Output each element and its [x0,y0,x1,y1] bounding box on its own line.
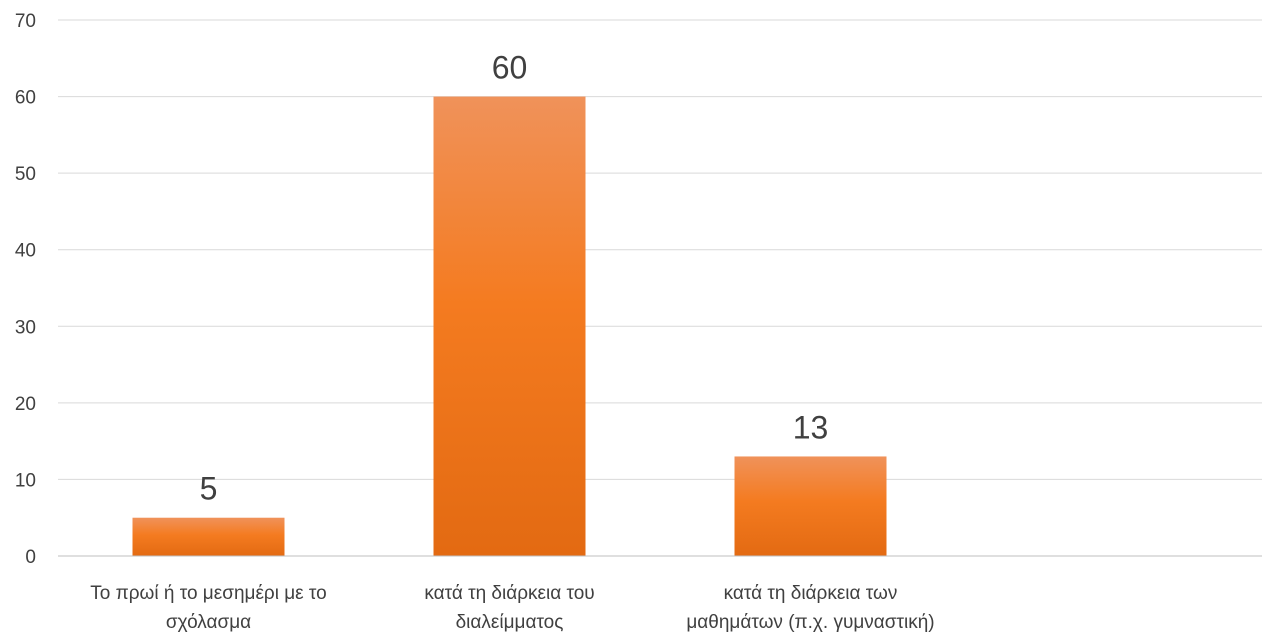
x-tick-label-2-line-1: κατά τη διάρκεια του [424,583,594,604]
x-tick-label-2-line-2: διαλείμματος [456,612,564,633]
x-tick-label-3-line-2: μαθημάτων (π.χ. γυμναστική) [686,612,934,633]
y-tick-label-20: 20 [15,394,36,415]
x-axis-tick-labels: Το πρωί ή το μεσημέρι με το σχόλασμα κατά … [90,583,934,633]
data-label-1: 5 [200,471,218,507]
x-tick-label-1-line-2: σχόλασμα [166,612,251,633]
bar-3 [734,456,887,556]
y-tick-label-70: 70 [15,11,36,32]
y-tick-label-50: 50 [15,164,36,185]
y-tick-label-10: 10 [15,470,36,491]
y-tick-label-0: 0 [25,547,36,568]
x-tick-label-1-line-1: Το πρωί ή το μεσημέρι με το [90,583,326,604]
data-label-2: 60 [492,50,528,86]
y-tick-label-60: 60 [15,88,36,109]
y-axis-tick-labels: 0 10 20 30 40 50 60 70 [15,11,36,568]
bars [132,96,887,557]
y-tick-label-30: 30 [15,317,36,338]
gridlines [58,19,1262,480]
y-tick-label-40: 40 [15,241,36,262]
x-tick-label-3-line-1: κατά τη διάρκεια των [724,583,898,604]
bar-1 [132,517,285,556]
data-labels: 5 60 13 [200,50,829,507]
bar-2 [433,96,586,557]
data-label-3: 13 [793,409,829,445]
